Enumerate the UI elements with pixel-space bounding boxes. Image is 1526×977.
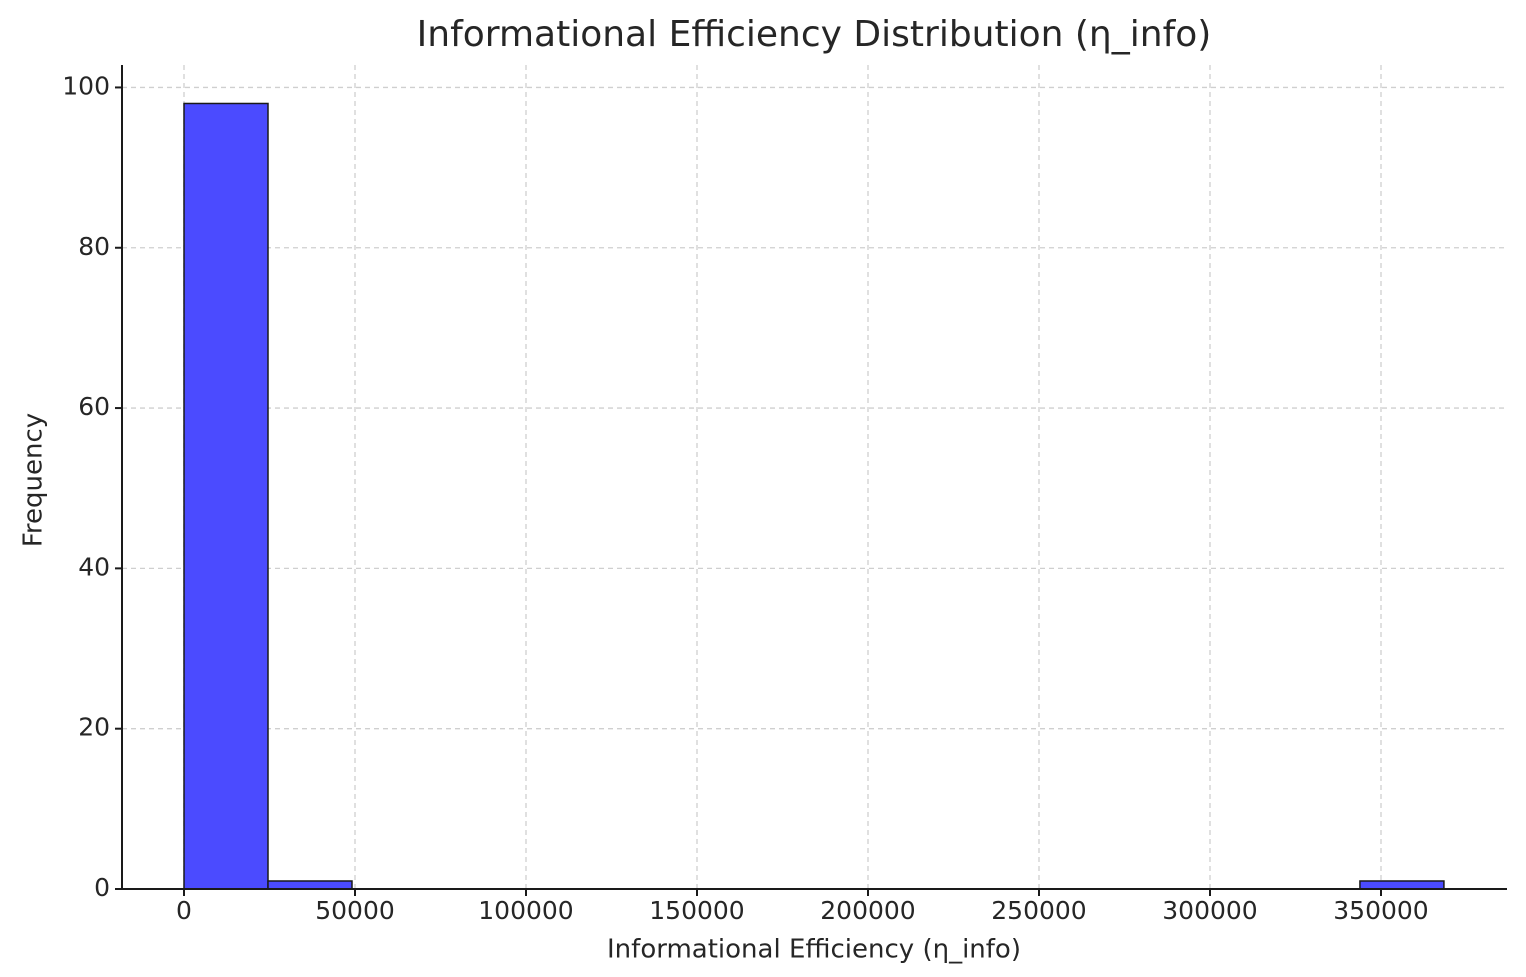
y-tick-label: 20 [78, 713, 110, 742]
bar [183, 102, 269, 890]
x-tick-label: 0 [176, 896, 192, 925]
y-axis-label: Frequency [19, 413, 49, 547]
x-tick-label: 50000 [315, 896, 395, 925]
x-tick-label: 350000 [1333, 896, 1428, 925]
y-tick-label: 100 [62, 71, 110, 100]
x-tick-label: 100000 [478, 896, 573, 925]
bar [267, 880, 353, 890]
x-tick-label: 200000 [820, 896, 915, 925]
x-tick-label: 150000 [649, 896, 744, 925]
x-tick-label: 250000 [991, 896, 1086, 925]
chart-title: Informational Efficiency Distribution (η… [417, 14, 1212, 55]
y-tick-label: 0 [94, 873, 110, 902]
x-axis-label: Informational Efficiency (η_info) [607, 935, 1021, 965]
bar [1359, 880, 1445, 890]
x-tick-label: 300000 [1162, 896, 1257, 925]
y-tick-label: 80 [78, 232, 110, 261]
y-tick-label: 40 [78, 552, 110, 581]
y-tick-label: 60 [78, 392, 110, 421]
